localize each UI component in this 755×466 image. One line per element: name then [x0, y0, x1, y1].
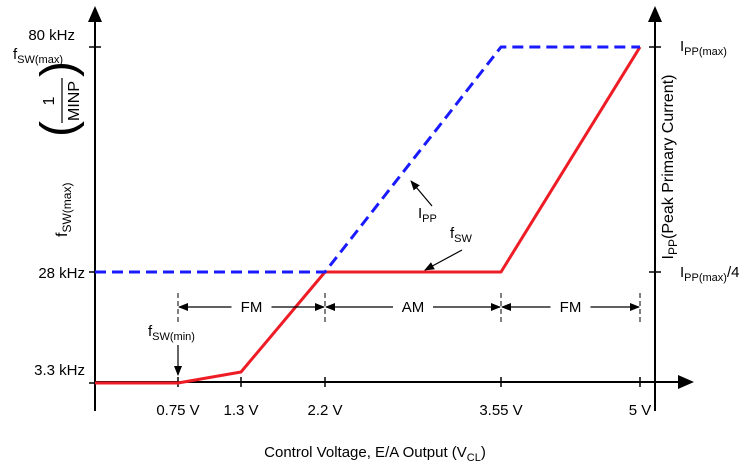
region-label: FM	[560, 299, 582, 316]
region-label: FM	[241, 299, 263, 316]
fraction-numerator: 1	[41, 96, 58, 105]
left-paren: (	[32, 121, 85, 137]
right-tick-label: IPP(max)/4	[680, 264, 739, 284]
region-label: AM	[402, 299, 425, 316]
fswmin-annotation: fSW(min)	[148, 323, 195, 343]
series-line-fsw	[95, 46, 642, 385]
series-line-ipp	[95, 45, 640, 274]
right-tick-label: IPP(max)	[680, 38, 727, 58]
x-axis-arrowhead	[678, 375, 694, 389]
left-y-axis-fsw: fSW(max)	[54, 183, 74, 237]
left-tick-label: 28 kHz	[38, 265, 85, 282]
left-y-axis-title: fSW(max) (1 MINP)	[32, 61, 85, 237]
regions-group: FM AM FM	[177, 293, 641, 323]
x-tick-label: 0.75 V	[156, 402, 199, 419]
ticks-group: 0.75 V 1.3 V 2.2 V 3.55 V 5 V 80 kHz fSW(max) 2…	[13, 27, 739, 419]
fsw-pointer	[424, 249, 463, 271]
fraction-denominator: MINP	[66, 81, 83, 121]
labels-group: IPP fSW fSW(min) Control Voltage, E/A Outpu…	[32, 61, 680, 464]
right-y-axis-arrowhead	[648, 6, 662, 22]
ipp-annotation: IPP	[418, 205, 437, 225]
left-y-axis-arrowhead	[88, 6, 102, 22]
left-tick-fswmax-label: fSW(max)	[13, 46, 63, 66]
x-tick-label: 5 V	[629, 402, 652, 419]
series-group	[95, 45, 642, 385]
ipp-pointer	[410, 180, 433, 207]
x-tick-label: 1.3 V	[223, 402, 258, 419]
left-tick-label: 3.3 kHz	[34, 362, 85, 379]
right-y-axis-title: IPP(Peak Primary Current)	[660, 75, 680, 260]
right-y-axis-label: IPP(Peak Primary Current)	[660, 75, 680, 260]
x-tick-label: 3.55 V	[479, 402, 522, 419]
right-paren: )	[32, 61, 85, 77]
x-tick-label: 2.2 V	[307, 402, 342, 419]
x-axis-title: Control Voltage, E/A Output (VCL)	[264, 444, 486, 464]
left-tick-label: 80 kHz	[28, 27, 75, 44]
fsw-annotation: fSW	[450, 225, 473, 245]
